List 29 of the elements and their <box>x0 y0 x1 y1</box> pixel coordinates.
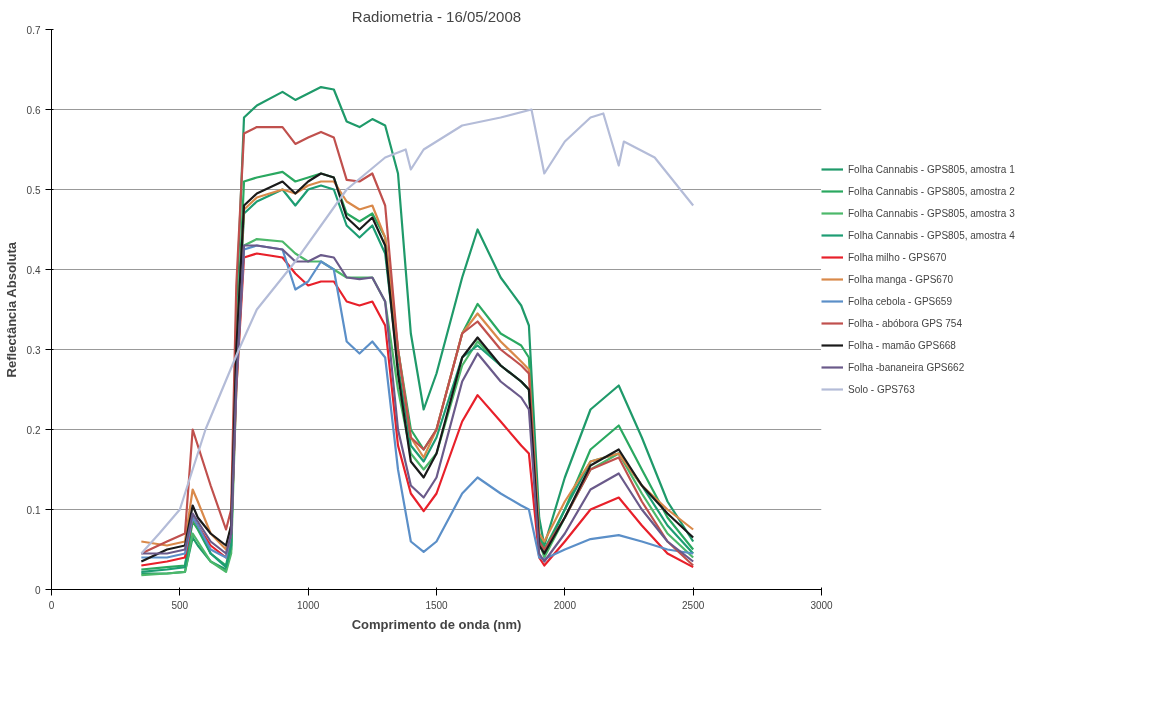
legend-label: Folha Cannabis - GPS805, amostra 3 <box>848 206 1015 220</box>
legend-label: Solo - GPS763 <box>848 382 915 396</box>
legend-label: Folha Cannabis - GPS805, amostra 4 <box>848 228 1015 242</box>
x-tick-label: 2000 <box>553 599 577 611</box>
x-tick-label: 500 <box>171 599 189 611</box>
y-tick-label: 0.6 <box>26 104 41 116</box>
y-tick-label: 0.2 <box>26 424 41 436</box>
y-tick-label: 0 <box>34 584 41 596</box>
x-axis-title: Comprimento de onda (nm) <box>351 616 522 632</box>
y-tick-label: 0.1 <box>26 504 41 516</box>
y-tick-label: 0.3 <box>26 344 41 356</box>
chart-title: Radiometria - 16/05/2008 <box>351 7 522 25</box>
legend-label: Folha milho - GPS670 <box>848 250 947 264</box>
legend-label: Folha - abóbora GPS 754 <box>848 316 962 330</box>
y-tick-label: 0.5 <box>26 184 41 196</box>
legend-label: Folha - mamão GPS668 <box>848 338 956 352</box>
y-tick-label: 0.4 <box>26 264 41 276</box>
x-tick-label: 2500 <box>682 599 705 611</box>
y-axis-title: Reflectância Absoluta <box>3 241 19 378</box>
x-tick-label: 3000 <box>810 599 834 611</box>
x-tick-label: 1000 <box>297 599 320 611</box>
legend-label: Folha Cannabis - GPS805, amostra 1 <box>848 162 1015 176</box>
y-tick-label: 0.7 <box>26 24 41 36</box>
legend-label: Folha -bananeira GPS662 <box>848 360 965 374</box>
x-tick-label: 1500 <box>425 599 449 611</box>
legend-label: Folha cebola - GPS659 <box>848 294 952 308</box>
x-tick-label: 0 <box>48 599 55 611</box>
legend-label: Folha Cannabis - GPS805, amostra 2 <box>848 184 1015 198</box>
legend-label: Folha manga - GPS670 <box>848 272 954 286</box>
